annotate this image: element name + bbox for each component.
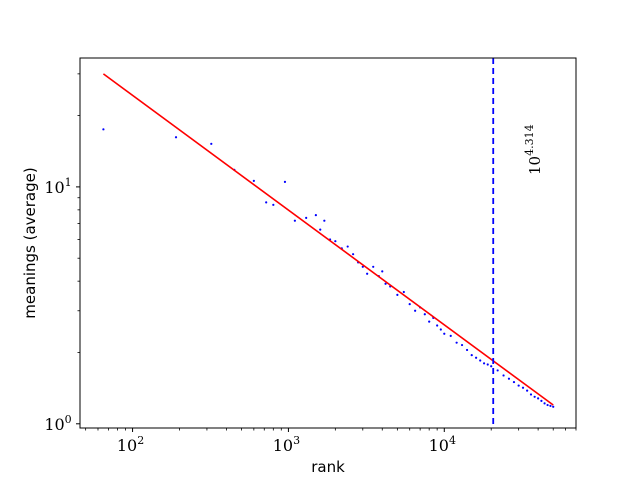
data-point	[265, 201, 268, 204]
data-point	[402, 290, 405, 294]
x-tick-exponent: 4	[449, 434, 456, 447]
x-tick-base: 10	[117, 436, 137, 455]
x-tick-base: 10	[273, 436, 293, 455]
data-point	[334, 240, 337, 243]
data-point	[102, 128, 105, 131]
y-tick-exponent: 1	[65, 176, 72, 189]
data-point	[428, 320, 431, 323]
plot-area: 104.314	[102, 58, 555, 428]
data-point	[465, 348, 469, 352]
data-point	[423, 313, 426, 316]
data-point	[443, 332, 446, 335]
data-point	[252, 179, 255, 182]
data-point	[529, 393, 533, 396]
data-point	[384, 282, 387, 285]
data-point	[414, 309, 417, 312]
fit-line	[102, 73, 554, 406]
data-point	[486, 363, 489, 366]
data-point	[366, 272, 369, 275]
cutoff-annotation-base: 10	[526, 156, 544, 175]
data-point	[210, 142, 213, 145]
data-point	[479, 359, 482, 362]
y-tick-base: 10	[44, 178, 64, 197]
data-point	[470, 353, 473, 357]
x-tick-label: 103	[273, 434, 300, 455]
x-axis-label: rank	[311, 458, 345, 476]
y-tick-label: 100	[44, 413, 71, 434]
x-tick-label: 104	[429, 434, 456, 455]
data-point	[474, 356, 478, 359]
data-point	[272, 203, 275, 206]
data-point	[439, 328, 442, 331]
cutoff-annotation-exponent: 4.314	[523, 124, 536, 156]
data-point	[346, 245, 349, 248]
data-point	[512, 380, 516, 384]
data-point	[396, 293, 399, 297]
y-tick-base: 10	[44, 415, 64, 434]
data-point	[502, 374, 505, 377]
data-point	[319, 228, 322, 231]
data-point	[496, 369, 499, 372]
data-point	[455, 341, 458, 344]
data-point	[323, 219, 326, 222]
y-axis-label: meanings (average)	[21, 167, 39, 318]
x-tick-exponent: 2	[137, 434, 144, 447]
x-tick-exponent: 3	[293, 434, 300, 447]
data-point	[372, 265, 375, 268]
data-point	[549, 404, 552, 408]
data-point	[381, 270, 384, 273]
data-point	[521, 386, 525, 389]
data-point	[537, 397, 540, 400]
data-point	[546, 403, 549, 407]
data-point	[482, 362, 486, 365]
x-tick-label: 102	[117, 434, 144, 455]
data-point	[449, 334, 452, 337]
data-point	[533, 395, 536, 398]
cutoff-annotation: 104.314	[523, 124, 544, 175]
data-point	[283, 180, 287, 183]
data-point	[305, 216, 308, 219]
data-point	[361, 265, 364, 268]
y-tick-exponent: 0	[65, 413, 72, 426]
data-point	[540, 399, 543, 402]
data-point	[552, 405, 555, 408]
data-point	[517, 384, 520, 387]
plot-frame	[79, 57, 577, 429]
data-point	[460, 343, 464, 347]
data-point	[174, 136, 178, 139]
x-tick-base: 10	[429, 436, 449, 455]
y-tick-label: 101	[44, 176, 71, 197]
data-point	[507, 377, 511, 380]
data-point	[408, 303, 411, 306]
data-point	[293, 219, 296, 222]
data-point	[526, 389, 529, 392]
data-point	[314, 214, 317, 217]
data-point	[436, 324, 439, 327]
data-point	[352, 253, 355, 256]
data-point	[543, 402, 546, 405]
data-point	[490, 365, 493, 368]
